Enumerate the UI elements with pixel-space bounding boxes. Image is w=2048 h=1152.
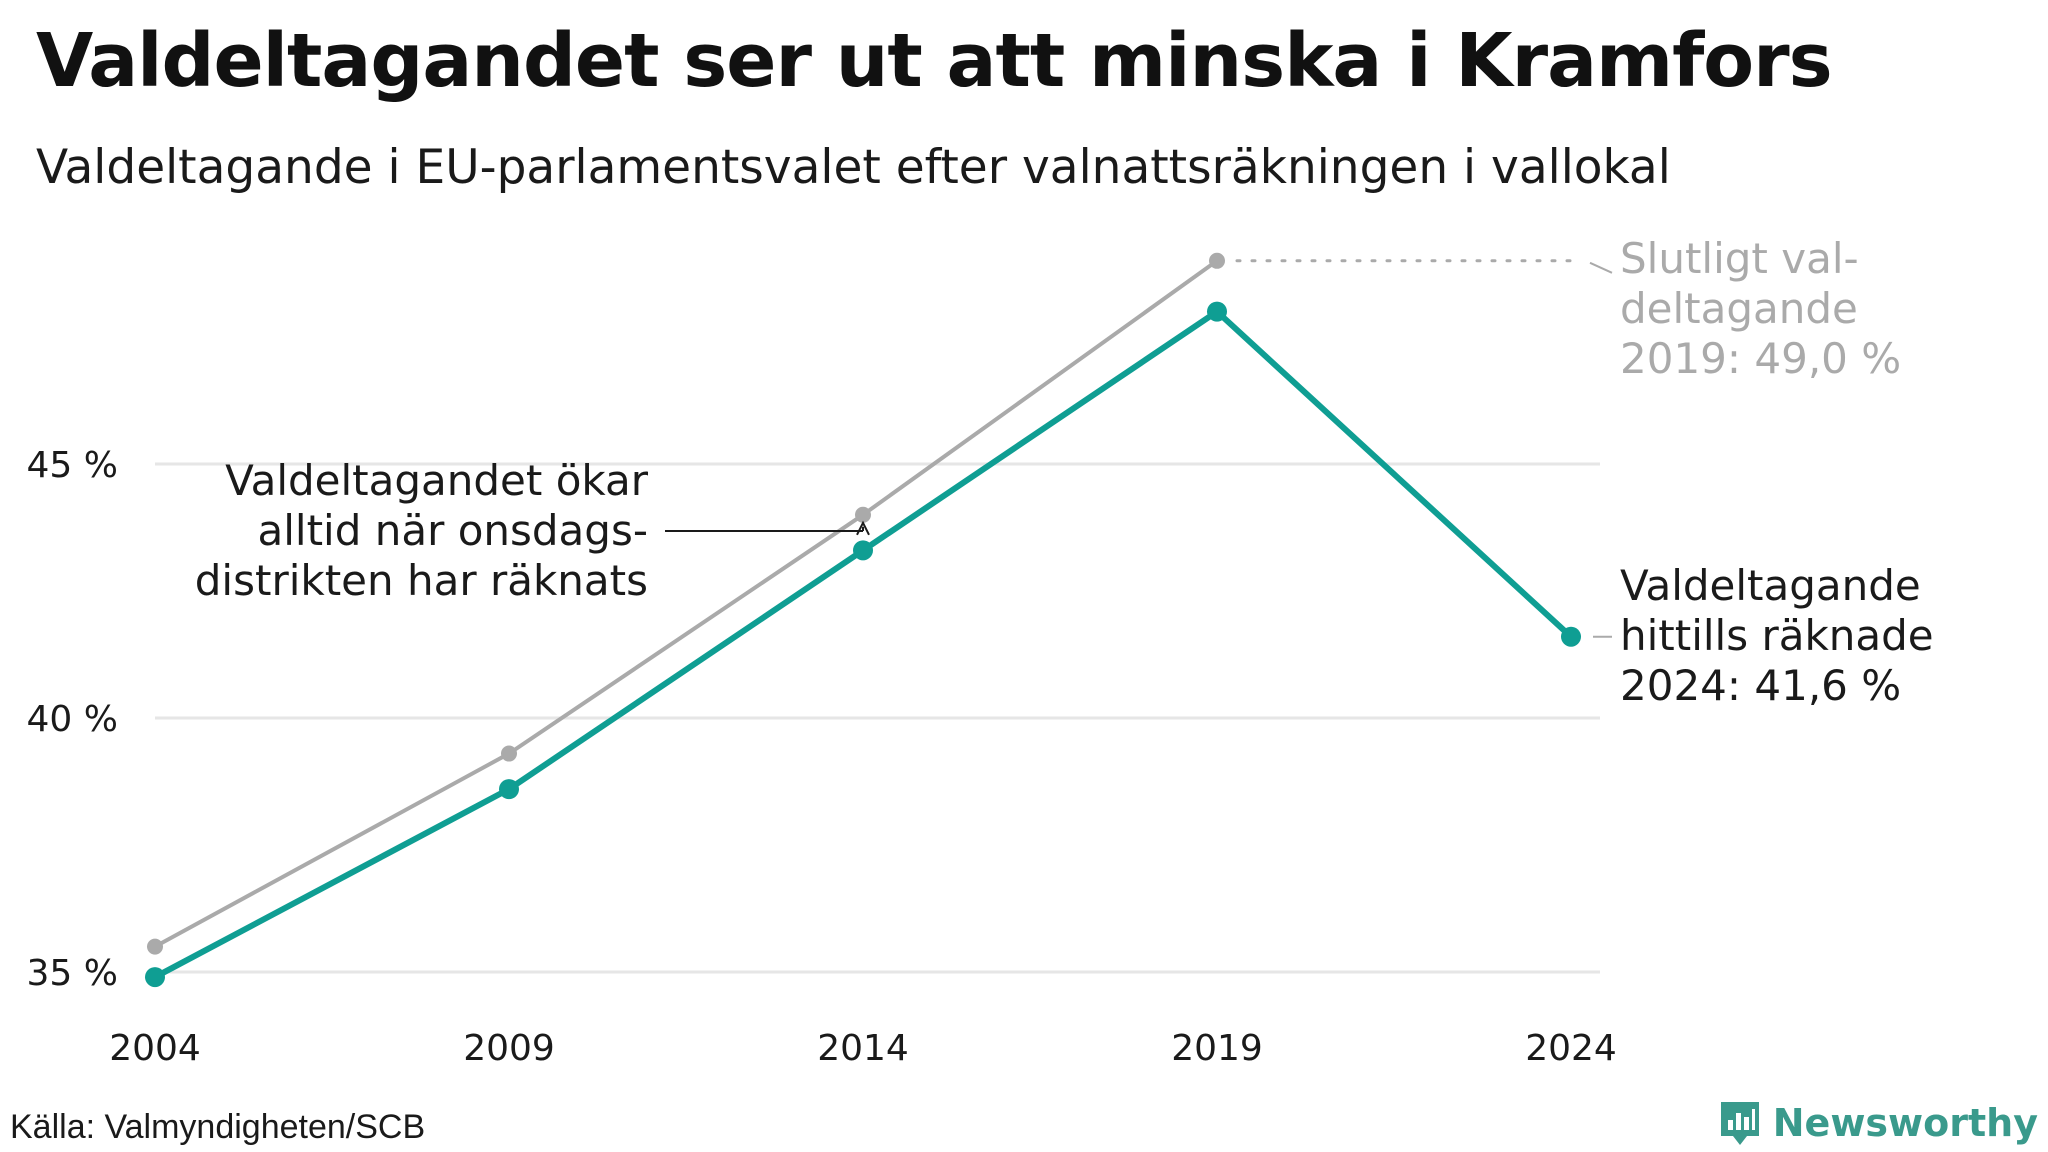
note-label: alltid när onsdags- [258, 506, 649, 555]
final-turnout-tick [1589, 261, 1613, 274]
valnatt-data-point [1561, 626, 1581, 647]
valnatt-data-point [853, 540, 873, 561]
slutligt-data-point [501, 745, 517, 762]
slutligt-data-point [147, 938, 163, 955]
final-turnout-label: 2019: 49,0 % [1620, 334, 1901, 383]
y-tick-label: 40 % [27, 699, 118, 740]
current-turnout-label: Valdeltagande [1620, 561, 1921, 610]
y-tick-label: 35 % [27, 953, 118, 994]
final-turnout-label: deltagande [1620, 284, 1858, 333]
valnatt-data-point [145, 967, 165, 988]
x-tick-label: 2024 [1525, 1028, 1617, 1069]
valnatt-data-point [499, 779, 519, 800]
valnatt-series-line [152, 308, 1574, 981]
x-tick-label: 2009 [463, 1028, 555, 1069]
valnatt-data-point [1207, 301, 1227, 322]
final-turnout-label: Slutligt val- [1620, 234, 1859, 283]
source-note: Källa: Valmyndigheten/SCB [10, 1108, 426, 1146]
brand-name: Newsworthy [1772, 1101, 2038, 1145]
note-label: distrikten har räknats [195, 556, 648, 605]
slutligt-data-point [1209, 252, 1225, 269]
current-turnout-label: hittills räknade [1620, 611, 1934, 660]
slutligt-series-line [153, 258, 1219, 949]
newsworthy-logo: Newsworthy [1717, 1098, 2038, 1148]
current-turnout-label: 2024: 41,6 % [1620, 661, 1901, 710]
note-label: Valdeltagandet ökar [225, 456, 649, 505]
x-tick-label: 2004 [109, 1028, 201, 1069]
note-arrow-head [856, 520, 870, 536]
newsworthy-logo-icon [1720, 1102, 1759, 1145]
chart-subtitle: Valdeltagande i EU-parlamentsvalet efter… [36, 140, 1671, 195]
chart-title: Valdeltagandet ser ut att minska i Kramf… [36, 18, 1833, 104]
x-tick-label: 2019 [1171, 1028, 1263, 1069]
x-tick-label: 2014 [817, 1028, 909, 1069]
y-tick-label: 45 % [27, 445, 118, 486]
slutligt-data-point [855, 506, 871, 523]
